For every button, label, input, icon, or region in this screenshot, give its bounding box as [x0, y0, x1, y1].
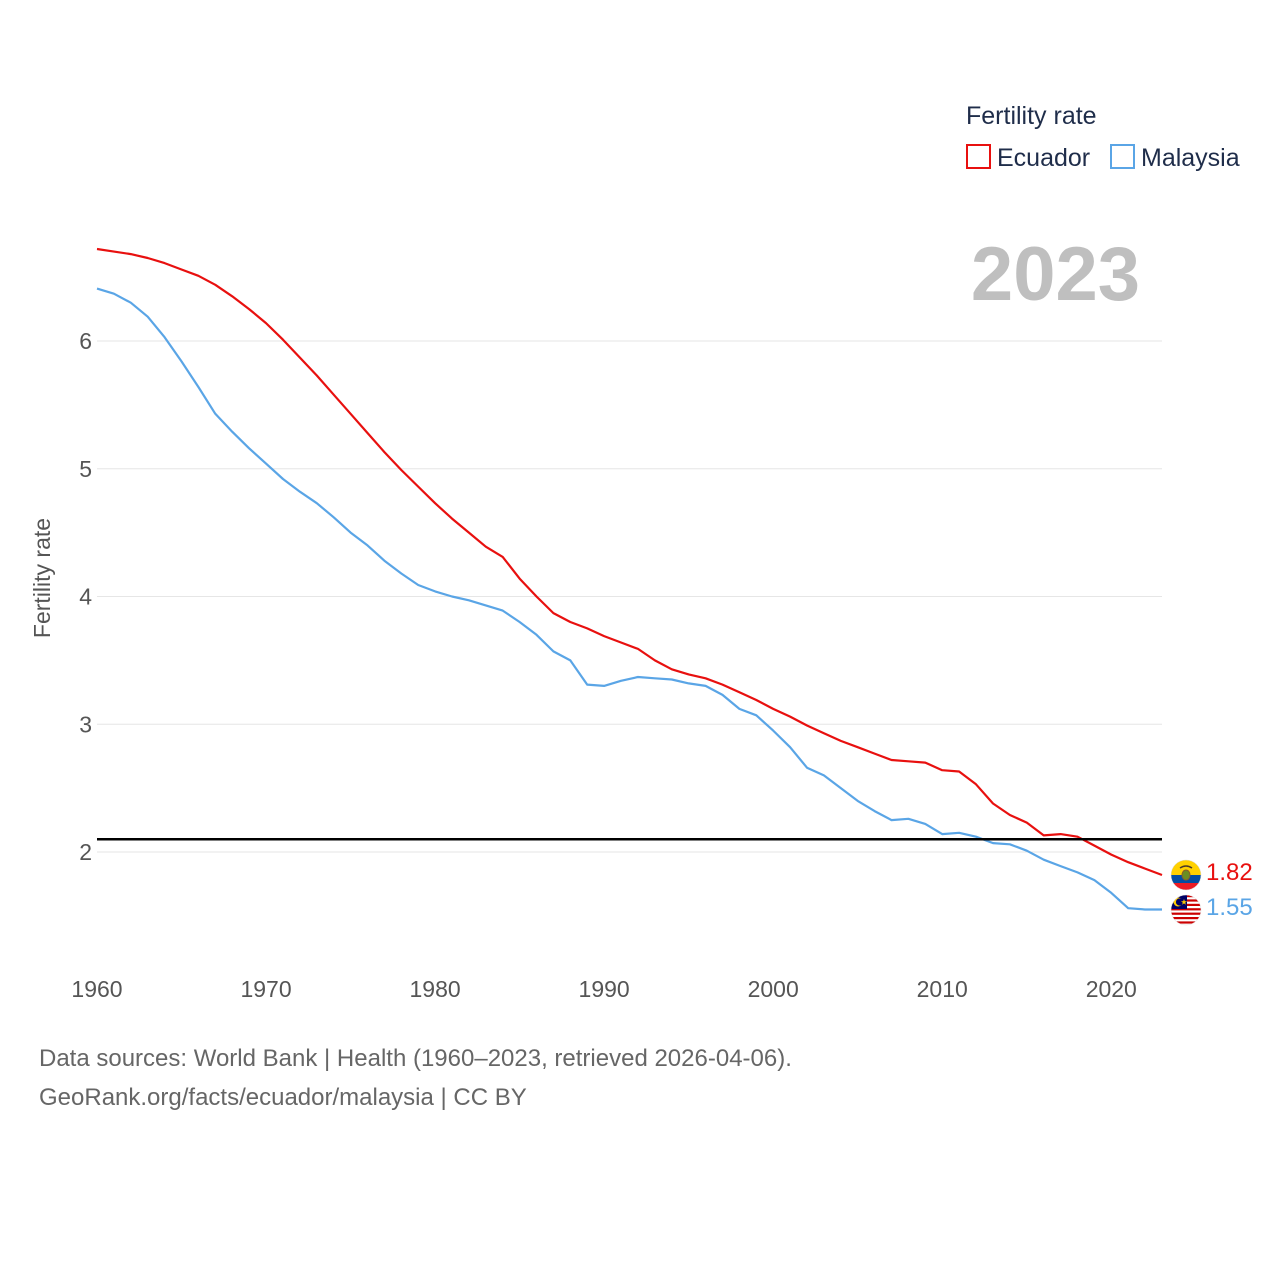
legend-swatch-malaysia: [1110, 144, 1135, 169]
source-line-1: Data sources: World Bank | Health (1960–…: [39, 1045, 792, 1072]
series-line-malaysia: [96, 287, 1162, 911]
year-label: 2023: [971, 232, 1140, 317]
legend-label-ecuador: Ecuador: [997, 144, 1090, 172]
x-tick-label: 1990: [579, 976, 630, 1002]
source-line-2: GeoRank.org/facts/ecuador/malaysia | CC …: [39, 1084, 527, 1111]
x-tick-label: 2010: [917, 976, 968, 1002]
series-line-ecuador: [96, 247, 1163, 877]
y-tick-label: 5: [79, 456, 92, 482]
x-tick-label: 1960: [71, 976, 122, 1002]
x-axis-ticks: 1960 1970 1980 1990 2000 2010 2020: [71, 976, 1136, 1002]
x-tick-label: 2020: [1086, 976, 1137, 1002]
series-lines: [96, 247, 1163, 911]
ecuador-flag-icon: [1171, 860, 1201, 890]
y-tick-label: 6: [79, 328, 92, 354]
y-tick-label: 4: [79, 584, 92, 610]
malaysia-flag-icon: [1171, 895, 1201, 925]
legend-swatch-ecuador: [966, 144, 991, 169]
legend: Fertility rate Ecuador Malaysia: [966, 102, 1240, 172]
end-label-ecuador: 1.82: [1206, 859, 1253, 886]
legend-title: Fertility rate: [966, 102, 1097, 130]
x-tick-label: 2000: [748, 976, 799, 1002]
fertility-chart: 2 3 4 5 6 1960 1970 1980 1990 2000 2010 2020 Ferti…: [29, 102, 1253, 1002]
y-tick-label: 2: [79, 839, 92, 865]
y-axis-ticks: 2 3 4 5 6: [79, 328, 92, 865]
y-axis-title: Fertility rate: [29, 518, 55, 638]
legend-label-malaysia: Malaysia: [1141, 144, 1240, 172]
x-tick-label: 1970: [240, 976, 291, 1002]
end-label-malaysia: 1.55: [1206, 894, 1253, 921]
y-tick-label: 3: [79, 711, 92, 737]
x-tick-label: 1980: [410, 976, 461, 1002]
gridlines: [97, 340, 1162, 853]
